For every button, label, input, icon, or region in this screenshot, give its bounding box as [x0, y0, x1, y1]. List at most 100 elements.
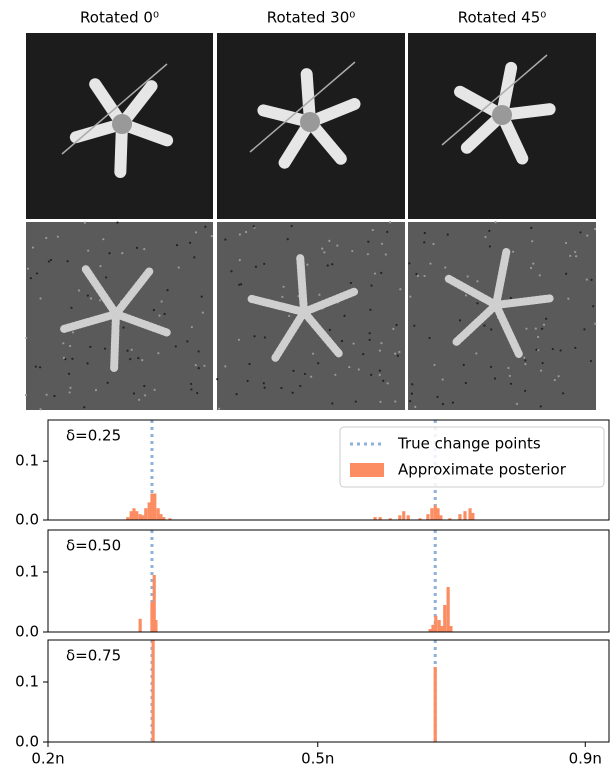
noise: [102, 238, 105, 241]
noise: [464, 381, 467, 385]
bar: [428, 629, 432, 632]
noise: [197, 350, 200, 353]
bar: [448, 518, 452, 520]
noise: [49, 258, 53, 262]
y-tick-label: 0.0: [15, 511, 39, 529]
noise: [263, 386, 266, 389]
noise: [190, 325, 193, 329]
y-tick-label: 0.0: [15, 733, 39, 751]
noise: [378, 369, 381, 372]
noise: [196, 391, 199, 395]
noise: [24, 394, 28, 397]
noise: [532, 262, 535, 265]
noise: [476, 302, 479, 305]
noise: [137, 357, 140, 360]
noise: [541, 361, 544, 365]
noise: [370, 373, 373, 376]
noise: [121, 252, 124, 255]
noise: [458, 319, 462, 322]
noise: [590, 278, 593, 281]
noise: [177, 266, 180, 269]
image-title: Rotated 30⁰: [267, 9, 356, 27]
noise: [62, 342, 65, 345]
noise: [343, 314, 346, 317]
bar: [141, 515, 145, 520]
noise: [238, 283, 241, 286]
noise: [263, 336, 266, 339]
noise: [77, 289, 81, 292]
noise: [423, 241, 426, 244]
noise: [409, 295, 412, 298]
noise: [408, 262, 411, 265]
noise: [68, 391, 71, 394]
noise: [331, 263, 334, 266]
image-title: Rotated 0⁰: [80, 9, 159, 27]
plot-frame: [47, 529, 610, 633]
bar: [373, 517, 377, 520]
noise: [386, 230, 389, 234]
noise: [216, 378, 219, 381]
noise: [594, 322, 597, 325]
star-arm: [296, 253, 308, 316]
noise: [89, 345, 92, 349]
noise: [557, 375, 560, 378]
noise: [288, 314, 291, 318]
noise: [35, 272, 39, 275]
legend-swatch: [350, 463, 384, 477]
noise: [583, 328, 586, 331]
bar: [449, 626, 453, 632]
noise: [197, 367, 200, 370]
noise: [69, 386, 72, 389]
star-arm: [112, 266, 154, 318]
bar: [129, 511, 133, 520]
noise: [509, 296, 512, 300]
noise: [396, 354, 399, 357]
annotation: δ=0.25: [66, 427, 121, 445]
noise: [263, 262, 266, 266]
bar: [168, 518, 172, 520]
noise: [352, 342, 355, 345]
noise: [531, 240, 534, 243]
noise: [488, 245, 492, 248]
noise: [409, 399, 412, 403]
star-arm: [492, 294, 555, 309]
noise: [262, 382, 265, 385]
noise: [331, 402, 334, 405]
noise: [524, 359, 527, 362]
bar: [471, 512, 475, 520]
antenna: [61, 63, 168, 155]
noise: [152, 308, 155, 312]
noise: [224, 238, 227, 241]
noise: [105, 276, 108, 279]
noise: [466, 275, 469, 278]
noise: [386, 382, 389, 385]
bar: [433, 505, 437, 520]
noise: [83, 406, 86, 409]
noise: [303, 372, 307, 376]
bar: [406, 515, 410, 520]
noise: [411, 383, 414, 386]
noise: [45, 393, 48, 396]
noise: [323, 251, 326, 254]
noise: [99, 265, 102, 268]
noise: [26, 267, 30, 270]
bar: [147, 502, 151, 520]
noise: [423, 231, 426, 235]
noise: [464, 294, 468, 297]
noise: [368, 332, 371, 335]
star-arm: [451, 301, 500, 347]
noise: [370, 284, 373, 287]
noise: [541, 327, 544, 330]
annotation: δ=0.50: [66, 537, 121, 555]
noise: [529, 266, 533, 270]
noise: [126, 349, 129, 352]
noise: [194, 231, 198, 234]
noise: [193, 256, 196, 259]
noise: [291, 391, 294, 394]
noise: [368, 338, 371, 342]
noise: [539, 405, 542, 408]
noise: [429, 262, 432, 265]
antenna: [249, 61, 356, 153]
noise: [538, 274, 541, 277]
noise: [141, 359, 144, 362]
